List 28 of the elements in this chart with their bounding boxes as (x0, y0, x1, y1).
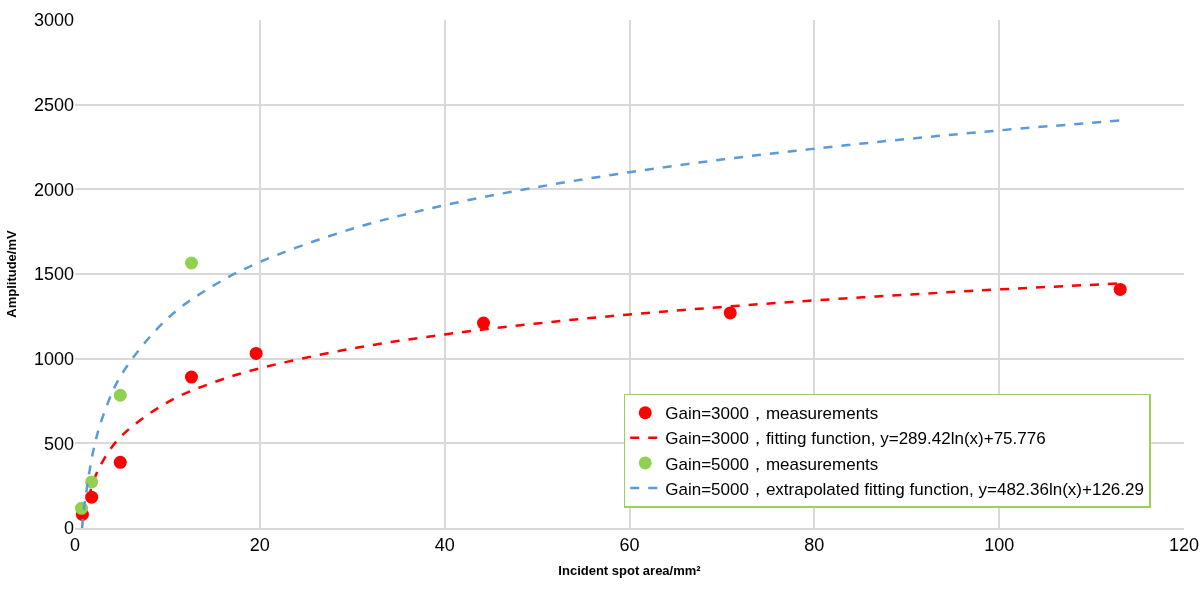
y-tick-label: 1000 (33, 348, 74, 369)
point (113, 455, 127, 469)
point (476, 316, 490, 330)
x-axis-title: Incident spot area/mm² (558, 563, 702, 579)
point (1113, 282, 1127, 296)
point (184, 370, 198, 384)
point (723, 306, 737, 320)
y-tick-label: 3000 (33, 10, 74, 31)
point (249, 346, 263, 360)
legend-label: Gain=3000，measurements (665, 404, 879, 424)
x-tick-label: 20 (249, 535, 270, 556)
point (113, 388, 127, 402)
point (85, 475, 99, 489)
y-axis-title: Amplitude/mV (3, 229, 19, 318)
x-tick-label: 120 (1168, 535, 1200, 556)
legend-label: Gain=5000，extrapolated fitting function, y=482.36ln(x)+126.29 (665, 479, 1144, 499)
y-tick-label: 2000 (33, 179, 74, 200)
x-tick-label: 60 (619, 535, 640, 556)
legend-label: Gain=3000，fitting function, y=289.42ln(x)+75.776 (665, 429, 1046, 449)
y-tick-label: 1500 (33, 264, 74, 285)
y-tick-label: 0 (63, 518, 74, 539)
y-tick-label: 500 (43, 433, 74, 454)
x-tick-label: 100 (984, 535, 1015, 556)
x-tick-label: 80 (804, 535, 825, 556)
x-tick-label: 40 (434, 535, 455, 556)
point (184, 256, 198, 270)
legend-label: Gain=5000，measurements (665, 454, 879, 474)
y-tick-label: 2500 (33, 94, 74, 115)
